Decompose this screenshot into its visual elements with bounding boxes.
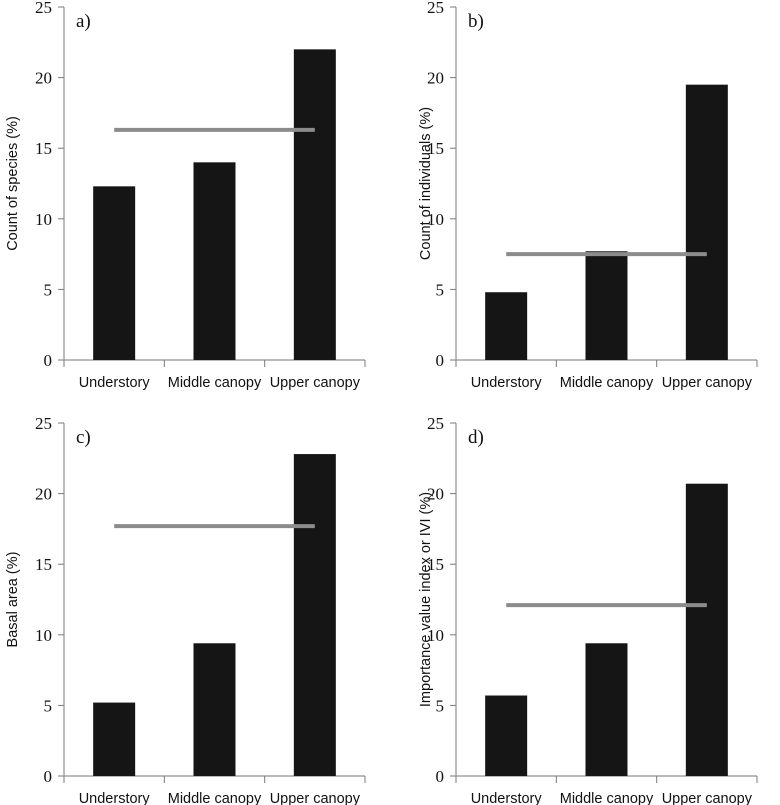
chart-panel-4: 0 5 10 15 20 25 Understory Middle canopy Upper c…: [418, 414, 758, 805]
x-category-label: Upper canopy: [662, 375, 753, 391]
panel-label: b): [468, 11, 484, 32]
bar-middle-canopy: [585, 251, 628, 360]
x-category-label: Upper canopy: [270, 375, 361, 391]
bar-middle-canopy: [193, 162, 236, 360]
x-category-label: Upper canopy: [662, 791, 753, 805]
y-tick-label: 25: [427, 414, 444, 433]
y-tick-label: 15: [35, 139, 52, 158]
y-tick-label: 0: [436, 767, 445, 786]
y-tick-label: 5: [436, 696, 445, 715]
x-category-label: Middle canopy: [168, 375, 262, 391]
y-tick-label: 10: [35, 210, 52, 229]
chart-panel-2: 0 5 10 15 20 25 Understory Middle canopy Upper c…: [418, 0, 758, 391]
y-tick-label: 0: [44, 767, 53, 786]
y-axis-title: Count of individuals (%): [418, 107, 434, 260]
bar-upper-canopy: [293, 454, 336, 776]
y-tick-label: 10: [427, 210, 444, 229]
bar-understory: [485, 292, 528, 360]
chart-panel-3: 0 5 10 15 20 25 Understory Middle canopy Upper c…: [5, 414, 366, 805]
y-tick-label: 20: [35, 69, 52, 88]
y-tick-label: 5: [44, 696, 53, 715]
panel-label: c): [76, 427, 91, 448]
bar-upper-canopy: [685, 84, 728, 360]
bar-understory: [485, 695, 528, 776]
bar-understory: [93, 186, 136, 360]
y-tick-label: 10: [35, 626, 52, 645]
x-category-label: Middle canopy: [560, 791, 654, 805]
x-category-label: Upper canopy: [270, 791, 361, 805]
x-category-label: Middle canopy: [560, 375, 654, 391]
bar-understory: [93, 702, 136, 776]
x-category-label: Middle canopy: [168, 791, 262, 805]
bar-upper-canopy: [685, 483, 728, 776]
y-tick-label: 20: [35, 485, 52, 504]
x-category-label: Understory: [79, 791, 151, 805]
y-axis-title: Count of species (%): [5, 116, 21, 251]
y-tick-label: 25: [35, 414, 52, 433]
y-tick-label: 5: [44, 280, 53, 299]
chart-panel-1: 0 5 10 15 20 25 Understory Middle canopy Upper c…: [5, 0, 366, 391]
y-axis-title: Importance value index or IVI (%): [418, 492, 434, 707]
bar-middle-canopy: [585, 643, 628, 776]
x-category-label: Understory: [471, 375, 543, 391]
panel-label: d): [468, 427, 484, 448]
y-tick-label: 25: [427, 0, 444, 17]
y-tick-label: 0: [436, 351, 445, 370]
y-tick-label: 10: [427, 626, 444, 645]
y-tick-label: 15: [35, 555, 52, 574]
y-tick-label: 15: [427, 139, 444, 158]
x-category-label: Understory: [471, 791, 543, 805]
panel-label: a): [76, 11, 91, 32]
y-tick-label: 25: [35, 0, 52, 17]
y-tick-label: 5: [436, 280, 445, 299]
x-category-label: Understory: [79, 375, 151, 391]
y-tick-label: 20: [427, 485, 444, 504]
y-tick-label: 15: [427, 555, 444, 574]
bar-upper-canopy: [293, 49, 336, 361]
y-tick-label: 0: [44, 351, 53, 370]
y-axis-title: Basal area (%): [5, 552, 21, 648]
bar-middle-canopy: [193, 643, 236, 776]
y-tick-label: 20: [427, 69, 444, 88]
